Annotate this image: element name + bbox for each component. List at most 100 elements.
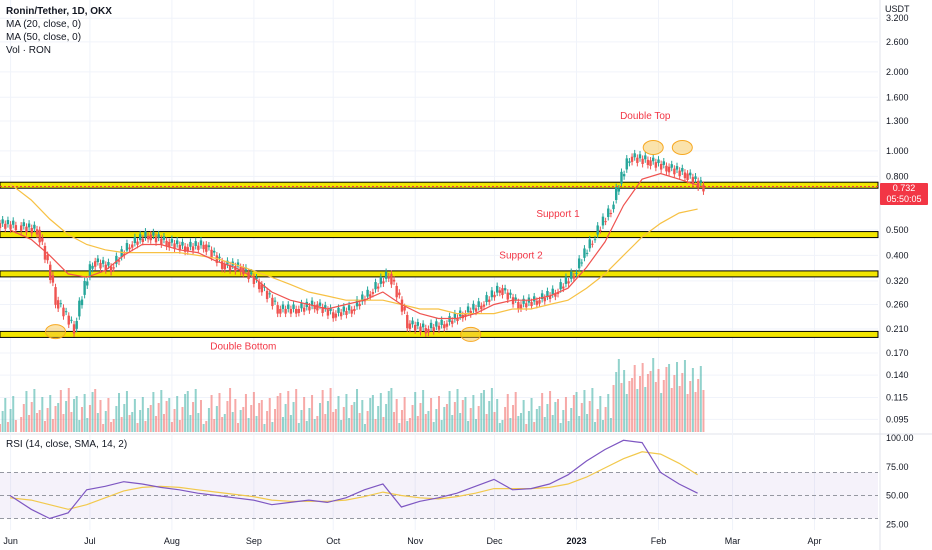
- volume-bar: [628, 381, 631, 432]
- candle-body: [525, 303, 528, 308]
- volume-bar: [155, 416, 158, 432]
- volume-bar: [350, 405, 353, 432]
- volume-bar: [625, 394, 628, 432]
- legend-ma50[interactable]: MA (50, close, 0): [6, 32, 82, 43]
- candle-body: [339, 312, 343, 317]
- volume-bar: [247, 418, 250, 432]
- volume-bar: [543, 417, 546, 432]
- volume-bar: [443, 407, 446, 432]
- candle-body: [78, 300, 81, 317]
- candle-body: [276, 305, 279, 314]
- volume-bar: [332, 412, 335, 432]
- volume-bar: [501, 420, 504, 432]
- volume-bar: [284, 404, 287, 432]
- volume-bar: [660, 393, 663, 432]
- candle-body: [488, 299, 491, 302]
- candle-body: [207, 245, 211, 248]
- candle-body: [617, 188, 621, 192]
- volume-bar: [435, 409, 438, 432]
- candle-body: [498, 290, 502, 293]
- candle-body: [472, 303, 475, 310]
- price-tick-label: 2.000: [886, 67, 909, 77]
- volume-bar: [300, 410, 303, 432]
- volume-bar: [139, 410, 142, 432]
- volume-bar: [226, 401, 229, 432]
- volume-bar: [467, 421, 470, 432]
- volume-bar: [255, 416, 258, 432]
- volume-bar: [422, 390, 425, 432]
- volume-bar: [395, 399, 398, 432]
- candle-body: [540, 293, 544, 299]
- rsi-tick-label: 100.00: [886, 433, 914, 443]
- volume-bar: [390, 388, 393, 432]
- time-tick-label: Aug: [164, 536, 180, 546]
- candle-body: [371, 292, 375, 294]
- legend-title[interactable]: Ronin/Tether, 1D, OKX: [6, 6, 112, 17]
- candle-body: [292, 304, 295, 309]
- volume-bar: [287, 391, 290, 432]
- candle-body: [509, 292, 512, 295]
- candle-body: [86, 281, 89, 286]
- candle-body: [432, 327, 435, 332]
- volume-bar: [519, 413, 522, 432]
- candle-body: [107, 262, 110, 266]
- candle-body: [419, 326, 422, 332]
- candle-body: [588, 239, 591, 249]
- volume-bar: [432, 422, 435, 432]
- volume-bar: [612, 385, 615, 432]
- candle-body: [112, 267, 115, 269]
- volume-bar: [43, 421, 46, 432]
- candle-body: [413, 325, 417, 331]
- candle-body: [75, 321, 78, 329]
- rsi-legend[interactable]: RSI (14, close, SMA, 14, 2): [6, 439, 128, 450]
- volume-bar: [229, 388, 232, 432]
- volume-bar: [641, 363, 644, 432]
- candle-body: [27, 223, 31, 228]
- volume-bar: [96, 413, 99, 432]
- candle-body: [14, 225, 18, 231]
- legend-volume[interactable]: Vol · RON: [6, 45, 52, 56]
- candle-body: [287, 304, 290, 309]
- candle-body: [681, 168, 684, 172]
- volume-bar: [509, 418, 512, 432]
- volume-bar: [274, 409, 277, 432]
- volume-bar: [461, 400, 464, 432]
- candle-body: [168, 241, 171, 248]
- candle-body: [501, 288, 504, 296]
- volume-bar: [94, 389, 97, 432]
- volume-bar: [398, 423, 401, 432]
- candle-body: [223, 264, 226, 270]
- volume-bar: [594, 422, 597, 432]
- candle-body: [43, 245, 47, 260]
- volume-bar: [1, 411, 4, 432]
- candle-body: [345, 310, 348, 315]
- candle-body: [146, 235, 150, 240]
- volume-bar: [292, 402, 295, 432]
- candle-body: [699, 180, 703, 183]
- candle-body: [210, 249, 213, 258]
- volume-bar: [517, 416, 520, 432]
- candle-body: [80, 299, 84, 306]
- volume-bar: [631, 378, 634, 432]
- candle-body: [175, 240, 179, 245]
- candle-body: [318, 302, 322, 306]
- volume-bar: [361, 400, 364, 432]
- volume-bar: [411, 405, 414, 432]
- volume-bar: [488, 401, 491, 432]
- price-tick-label: 0.210: [886, 324, 909, 334]
- support-level-band: [0, 231, 879, 239]
- candle-body: [622, 174, 626, 177]
- candle-body: [94, 261, 97, 267]
- candle-body: [596, 225, 599, 235]
- volume-bar: [676, 362, 679, 432]
- volume-bar: [496, 399, 499, 432]
- legend-ma20[interactable]: MA (20, close, 0): [6, 19, 82, 30]
- candle-body: [435, 321, 438, 327]
- volume-bar: [73, 399, 76, 432]
- pattern-marker: [671, 139, 693, 155]
- candle-body: [64, 311, 68, 313]
- candle-body: [342, 306, 345, 312]
- volume-bar: [136, 423, 139, 432]
- volume-bar: [575, 392, 578, 432]
